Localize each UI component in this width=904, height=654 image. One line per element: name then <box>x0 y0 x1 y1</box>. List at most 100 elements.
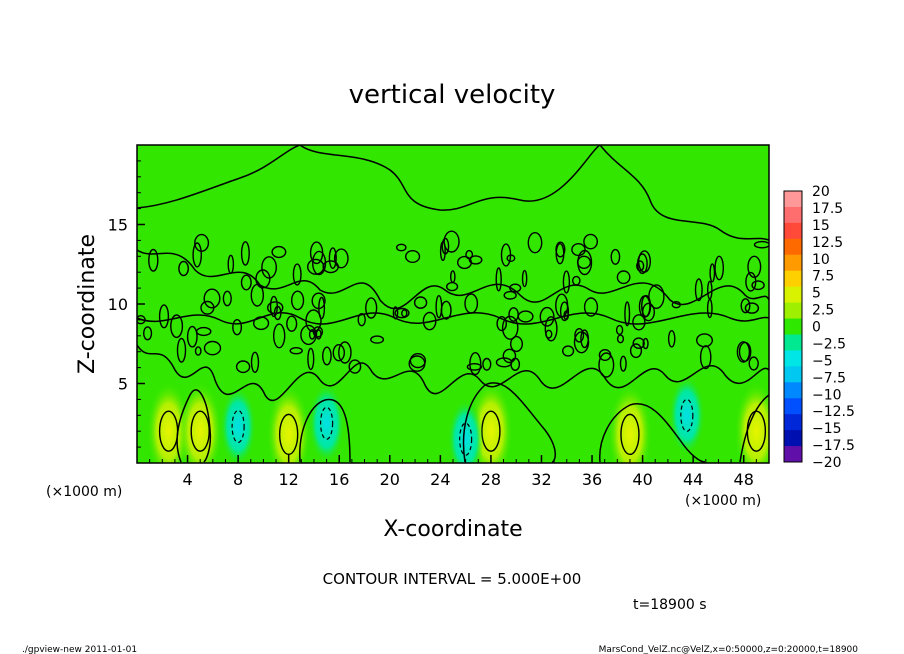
small-contour <box>539 306 555 327</box>
minor-contours <box>137 230 769 378</box>
small-contour <box>194 346 202 356</box>
downdraft-region <box>668 375 705 456</box>
small-contour <box>747 255 762 278</box>
colorbar-swatch <box>784 238 802 256</box>
small-contour <box>469 352 482 376</box>
small-contour <box>176 337 187 363</box>
colorbar-label: 12.5 <box>812 235 843 251</box>
colorbar-swatch <box>784 446 802 463</box>
x-tick-label: 8 <box>233 470 243 489</box>
small-contour <box>370 335 385 344</box>
colorbar-label: 20 <box>812 184 830 200</box>
x-tick-label: 48 <box>734 470 754 489</box>
updraft-region <box>734 381 769 463</box>
small-contour <box>443 230 460 253</box>
small-contour <box>203 288 221 309</box>
small-contour <box>521 269 528 288</box>
small-contour <box>637 253 648 275</box>
colorbar-label: 7.5 <box>812 269 834 285</box>
small-contour <box>574 327 585 343</box>
x-tick-label: 20 <box>380 470 400 489</box>
small-contour <box>222 290 232 307</box>
small-contour <box>555 241 566 258</box>
small-contour <box>271 245 287 259</box>
updraft-contour <box>278 413 299 456</box>
contour-line <box>462 382 556 463</box>
small-contour <box>338 341 352 364</box>
small-contour <box>449 270 456 284</box>
small-contour <box>527 231 543 254</box>
small-contour <box>322 260 339 274</box>
colorbar-swatch <box>784 350 802 367</box>
small-contour <box>638 250 652 273</box>
small-contour <box>465 249 474 260</box>
x-tick-label: 4 <box>182 470 192 489</box>
small-contour <box>648 284 665 309</box>
small-contour <box>137 315 146 325</box>
small-contour <box>466 362 483 371</box>
small-contour <box>751 280 765 291</box>
x-tick-label: 40 <box>632 470 652 489</box>
colorbar-label: 2.5 <box>812 303 834 319</box>
small-contour <box>545 329 553 339</box>
small-contour <box>232 319 243 336</box>
small-contour <box>740 298 751 314</box>
small-contour <box>392 306 399 320</box>
small-contour <box>482 357 492 371</box>
colorbar-swatch <box>784 286 802 304</box>
contour-line <box>137 344 769 402</box>
small-contour <box>194 233 210 252</box>
small-contour <box>240 274 252 291</box>
y-tick-label: 5 <box>118 375 128 394</box>
x-tick-label: 44 <box>683 470 703 489</box>
small-contour <box>394 307 410 319</box>
colorbar-swatch <box>784 302 802 320</box>
small-contour <box>422 311 437 331</box>
small-contour <box>616 334 625 344</box>
contour-line <box>176 389 212 463</box>
small-contour <box>333 248 349 269</box>
contour-line <box>137 249 769 310</box>
small-contour <box>510 357 521 371</box>
colorbar-label: −10 <box>812 387 842 403</box>
small-contour <box>572 275 581 286</box>
small-contour <box>408 355 426 372</box>
x-tick-label: 24 <box>430 470 450 489</box>
small-contour <box>580 329 589 349</box>
small-contour <box>318 296 326 320</box>
small-contour <box>632 337 645 350</box>
plot-area <box>136 144 770 464</box>
colorbar-label: −15 <box>812 421 842 437</box>
colorbar-label: −20 <box>812 455 842 471</box>
downdraft-region <box>447 399 484 463</box>
small-contour <box>501 315 519 340</box>
small-contour <box>286 315 298 332</box>
small-contour <box>255 269 271 289</box>
y-axis: 5 10 15 <box>108 160 145 448</box>
small-contour <box>253 316 270 331</box>
small-contour <box>561 345 575 357</box>
small-contour <box>348 359 362 374</box>
small-contour <box>503 290 517 300</box>
x-tick-label: 12 <box>279 470 299 489</box>
small-contour <box>753 240 769 249</box>
small-contour <box>744 302 760 314</box>
small-contour <box>240 241 250 266</box>
small-contour <box>170 314 184 339</box>
downdraft-region <box>220 386 257 463</box>
small-contour <box>273 305 282 321</box>
small-contour <box>706 298 713 319</box>
chart-title: vertical velocity <box>349 80 556 110</box>
colorbar-label: −17.5 <box>812 438 855 454</box>
small-contour <box>203 340 222 356</box>
small-contour <box>571 243 586 257</box>
small-contour <box>321 346 332 366</box>
colorbar-swatch <box>784 430 802 447</box>
colorbar-swatch <box>784 222 802 240</box>
small-contour <box>510 335 524 353</box>
small-contour <box>273 323 286 349</box>
y-axis-label: Z-coordinate <box>75 234 100 374</box>
small-contour <box>401 309 408 318</box>
small-contour <box>636 260 645 272</box>
small-contour <box>629 343 643 359</box>
